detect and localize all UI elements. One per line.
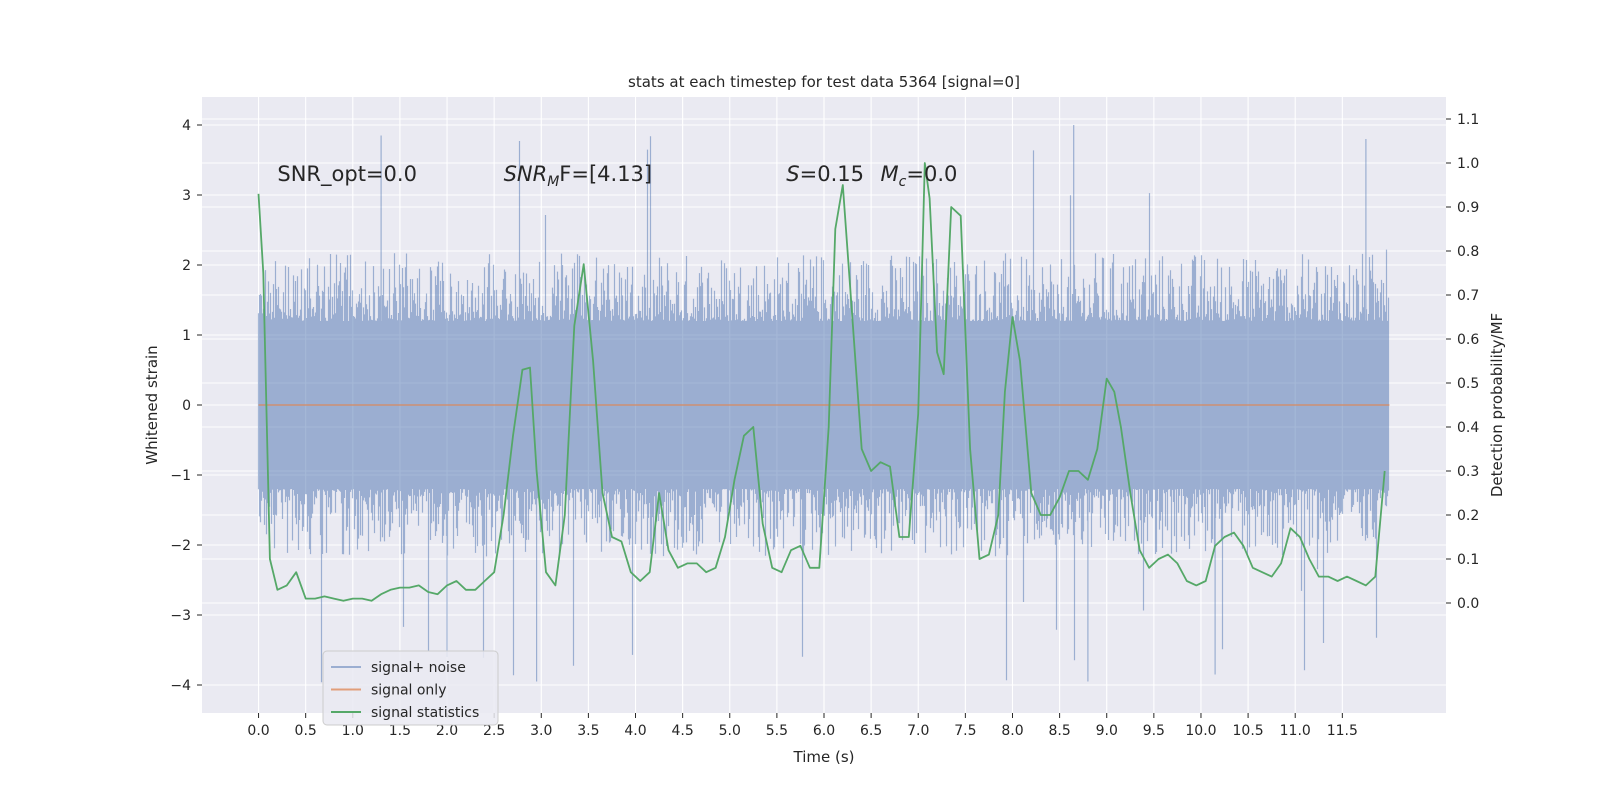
- y-tick-label: 3: [182, 188, 191, 204]
- annotation-1: SNRMF=[4.13]: [504, 162, 653, 190]
- x-tick-label: 4.0: [624, 723, 646, 739]
- y-tick-label: −3: [170, 608, 191, 624]
- annotation-3: Mc=0.0: [881, 162, 958, 190]
- legend-label: signal statistics: [371, 705, 479, 721]
- y2-tick-label: 0.4: [1457, 420, 1479, 436]
- y2-tick-label: 0.1: [1457, 552, 1479, 568]
- chart-title: stats at each timestep for test data 536…: [628, 73, 1020, 91]
- y2-tick-label: 1.1: [1457, 112, 1479, 128]
- x-tick-label: 2.5: [483, 723, 505, 739]
- signal-statistics-line: [257, 162, 1386, 602]
- y2-tick-label: 0.5: [1457, 376, 1479, 392]
- x-tick-label: 0.5: [295, 723, 317, 739]
- x-tick-label: 8.0: [1001, 723, 1023, 739]
- y2-tick-label: 0.6: [1457, 332, 1479, 348]
- y-tick-label: 2: [182, 258, 191, 274]
- y-tick-label: 0: [182, 398, 191, 414]
- y2-tick-label: 0.8: [1457, 244, 1479, 260]
- y-tick-label: −4: [170, 678, 191, 694]
- x-tick-label: 7.5: [954, 723, 976, 739]
- legend: signal+ noise signal only signal statistic…: [322, 650, 499, 726]
- x-tick-label: 9.0: [1096, 723, 1118, 739]
- y2-tick-label: 0.3: [1457, 464, 1479, 480]
- y-axis-right: 0.0 0.1 0.2 0.3 0.4 0.5 0.6 0.7 0.8 0.9 1.0 1.1: [1446, 112, 1479, 612]
- y2-tick-label: 0.7: [1457, 288, 1479, 304]
- y2-axis-label: Detection probability/MF: [1488, 313, 1506, 497]
- x-tick-label: 10.5: [1233, 723, 1264, 739]
- y-axis-left: −4 −3 −2 −1 0 1 2 3 4: [170, 118, 202, 694]
- y-tick-label: −2: [170, 538, 191, 554]
- y-tick-label: −1: [170, 468, 191, 484]
- x-tick-label: 6.5: [860, 723, 882, 739]
- y2-tick-label: 1.0: [1457, 156, 1479, 172]
- x-tick-label: 2.0: [436, 723, 458, 739]
- x-tick-label: 1.5: [389, 723, 411, 739]
- y-tick-label: 4: [182, 118, 191, 134]
- x-tick-label: 7.0: [907, 723, 929, 739]
- legend-label: signal only: [371, 683, 446, 699]
- x-tick-label: 5.5: [766, 723, 788, 739]
- x-tick-label: 6.0: [813, 723, 835, 739]
- annotations: SNR_opt=0.0 SNRMF=[4.13] S=0.15 Mc=0.0: [277, 162, 957, 190]
- x-tick-label: 3.5: [577, 723, 599, 739]
- x-tick-label: 3.0: [530, 723, 552, 739]
- series-lines: [257, 162, 1390, 602]
- y-axis-label: Whitened strain: [143, 345, 161, 464]
- annotation-2: S=0.15: [786, 162, 864, 186]
- y2-tick-label: 0.2: [1457, 508, 1479, 524]
- y2-tick-label: 0.0: [1457, 596, 1479, 612]
- x-tick-label: 8.5: [1048, 723, 1070, 739]
- x-tick-label: 4.5: [672, 723, 694, 739]
- x-tick-label: 9.5: [1143, 723, 1165, 739]
- x-axis: 0.0 0.5 1.0 1.5 2.0 2.5 3.0 3.5 4.0 4.5 5.0 5.5 6.0 6…: [247, 713, 1358, 739]
- x-tick-label: 1.0: [342, 723, 364, 739]
- x-tick-label: 5.0: [719, 723, 741, 739]
- y2-tick-label: 0.9: [1457, 200, 1479, 216]
- x-tick-label: 0.0: [247, 723, 269, 739]
- x-tick-label: 11.5: [1327, 723, 1358, 739]
- legend-label: signal+ noise: [371, 660, 466, 676]
- y-tick-label: 1: [182, 328, 191, 344]
- annotation-0: SNR_opt=0.0: [277, 162, 417, 187]
- legend-box: [322, 650, 499, 726]
- x-tick-label: 11.0: [1280, 723, 1311, 739]
- x-tick-label: 10.0: [1185, 723, 1216, 739]
- x-axis-label: Time (s): [793, 748, 855, 766]
